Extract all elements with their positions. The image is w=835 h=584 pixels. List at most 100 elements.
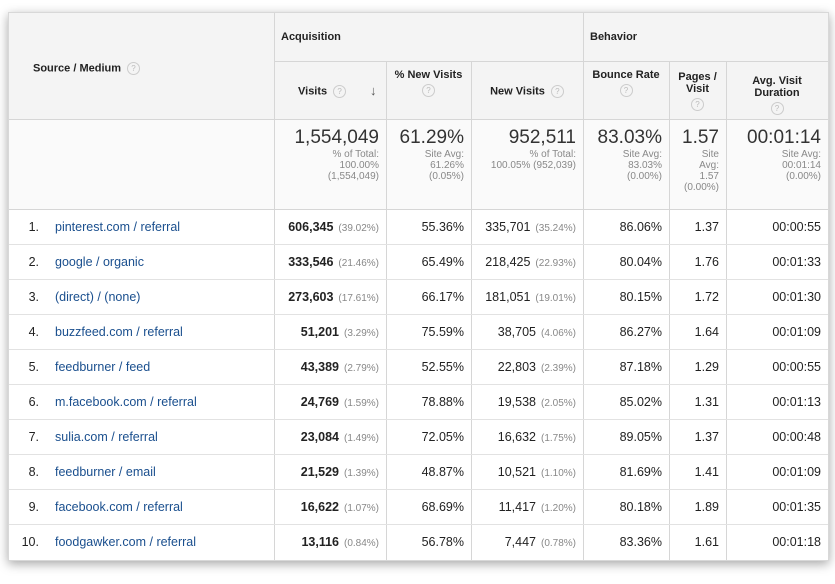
cell: 00:00:55	[726, 360, 828, 374]
cell-percent: (1.20%)	[540, 503, 576, 514]
source-link[interactable]: sulia.com / referral	[55, 430, 158, 444]
cell-value: 78.88%	[421, 395, 464, 409]
cell-percent: (2.39%)	[540, 363, 576, 374]
cell: 89.05%	[583, 430, 669, 444]
cell-value: 66.17%	[421, 290, 464, 304]
source-link[interactable]: buzzfeed.com / referral	[55, 325, 183, 339]
cell: 85.02%	[583, 395, 669, 409]
row-index: 9.	[28, 500, 39, 514]
cell-value: 606,345	[288, 220, 334, 234]
cell-percent: (2.79%)	[343, 363, 379, 374]
source-link[interactable]: feedburner / feed	[55, 360, 151, 374]
cell: 80.15%	[583, 290, 669, 304]
row-index: 6.	[28, 395, 39, 409]
cell: 00:01:35	[726, 500, 828, 514]
total-note: (0.00%)	[683, 182, 719, 193]
cell-percent: (3.29%)	[343, 328, 379, 339]
report-table: Source / Medium Acquisition Behavior Visits…	[8, 12, 829, 561]
cell-value: 1.76	[694, 255, 719, 269]
cell: 00:01:33	[726, 255, 828, 269]
cell-value: 273,603	[288, 290, 334, 304]
cell: 335,701 (35.24%)	[471, 220, 583, 234]
help-icon	[422, 84, 435, 97]
total-note: 1.57	[699, 171, 719, 182]
cell: 00:01:18	[726, 535, 828, 549]
row-line	[9, 524, 828, 525]
cell-value: 56.78%	[421, 535, 464, 549]
cell-value: 83.36%	[619, 535, 662, 549]
divider	[471, 61, 472, 560]
row-index: 7.	[28, 430, 39, 444]
total-note: 00:01:14	[782, 160, 821, 171]
cell-value: 55.36%	[421, 220, 464, 234]
cell: 86.27%	[583, 325, 669, 339]
row-index: 4.	[28, 325, 39, 339]
cell: 72.05%	[386, 430, 471, 444]
cell-value: 24,769	[300, 395, 339, 409]
cell-value: 00:01:09	[772, 325, 821, 339]
totals-cell: 1.57 Site Avg: 1.57 (0.00%)	[669, 127, 726, 193]
column-title: New Visits	[490, 85, 545, 98]
cell: 1.37	[669, 220, 726, 234]
source-link[interactable]: (direct) / (none)	[55, 290, 141, 304]
total-note: (1,554,049)	[327, 171, 379, 182]
cell: 00:01:13	[726, 395, 828, 409]
cell-value: 23,084	[300, 430, 339, 444]
totals-cell: 1,554,049% of Total: 100.00% (1,554,049)	[274, 127, 386, 182]
help-icon	[691, 98, 704, 111]
column-title: Visits	[298, 85, 328, 98]
cell: 66.17%	[386, 290, 471, 304]
cell-value: 10,521	[497, 465, 536, 479]
total-value: 952,511	[508, 127, 576, 148]
cell: 181,051 (19.01%)	[471, 290, 583, 304]
cell-value: 75.59%	[421, 325, 464, 339]
row-index: 5.	[28, 360, 39, 374]
row-index: 8.	[28, 465, 39, 479]
source-link[interactable]: google / organic	[55, 255, 144, 269]
cell-value: 52.55%	[421, 360, 464, 374]
total-note: (0.05%)	[428, 171, 464, 182]
cell-percent: (22.93%)	[535, 258, 576, 269]
cell-value: 51,201	[300, 325, 339, 339]
group-header: Behavior	[590, 31, 638, 43]
row-line	[9, 279, 828, 280]
source-link[interactable]: m.facebook.com / referral	[55, 395, 197, 409]
cell-value: 16,622	[300, 500, 339, 514]
cell-percent: (39.02%)	[338, 223, 379, 234]
help-icon	[333, 85, 347, 98]
column-header: Bounce Rate	[583, 69, 669, 97]
cell-percent: (4.06%)	[540, 328, 576, 339]
cell: 87.18%	[583, 360, 669, 374]
cell-value: 72.05%	[421, 430, 464, 444]
total-note: % of Total:	[529, 149, 576, 160]
cell: 1.37	[669, 430, 726, 444]
source-link[interactable]: feedburner / email	[55, 465, 156, 479]
source-link[interactable]: foodgawker.com / referral	[55, 535, 197, 549]
cell-percent: (1.10%)	[540, 468, 576, 479]
cell: 83.36%	[583, 535, 669, 549]
help-icon	[550, 85, 564, 98]
row-line	[9, 314, 828, 315]
totals-cell: 952,511% of Total: 100.05% (952,039)	[471, 127, 583, 171]
cell-value: 1.89	[694, 500, 719, 514]
cell-value: 13,116	[301, 535, 339, 549]
total-note: 61.26%	[430, 160, 464, 171]
cell-value: 86.06%	[619, 220, 662, 234]
total-value: 00:01:14	[747, 127, 821, 148]
total-note: 83.03%	[628, 160, 662, 171]
help-icon	[770, 102, 784, 115]
cell-value: 00:00:48	[772, 430, 821, 444]
cell-value: 00:01:18	[772, 535, 821, 549]
cell-value: 1.64	[694, 325, 719, 339]
total-note: (0.00%)	[785, 171, 821, 182]
source-link[interactable]: pinterest.com / referral	[55, 220, 181, 234]
cell-percent: (1.59%)	[343, 398, 379, 409]
cell: 65.49%	[386, 255, 471, 269]
cell: 00:00:48	[726, 430, 828, 444]
cell: 38,705 (4.06%)	[471, 325, 583, 339]
cell: 16,622 (1.07%)	[274, 500, 386, 514]
cell: 218,425 (22.93%)	[471, 255, 583, 269]
cell-value: 11,417	[498, 500, 536, 514]
source-link[interactable]: facebook.com / referral	[55, 500, 183, 514]
total-value: 83.03%	[597, 127, 662, 148]
